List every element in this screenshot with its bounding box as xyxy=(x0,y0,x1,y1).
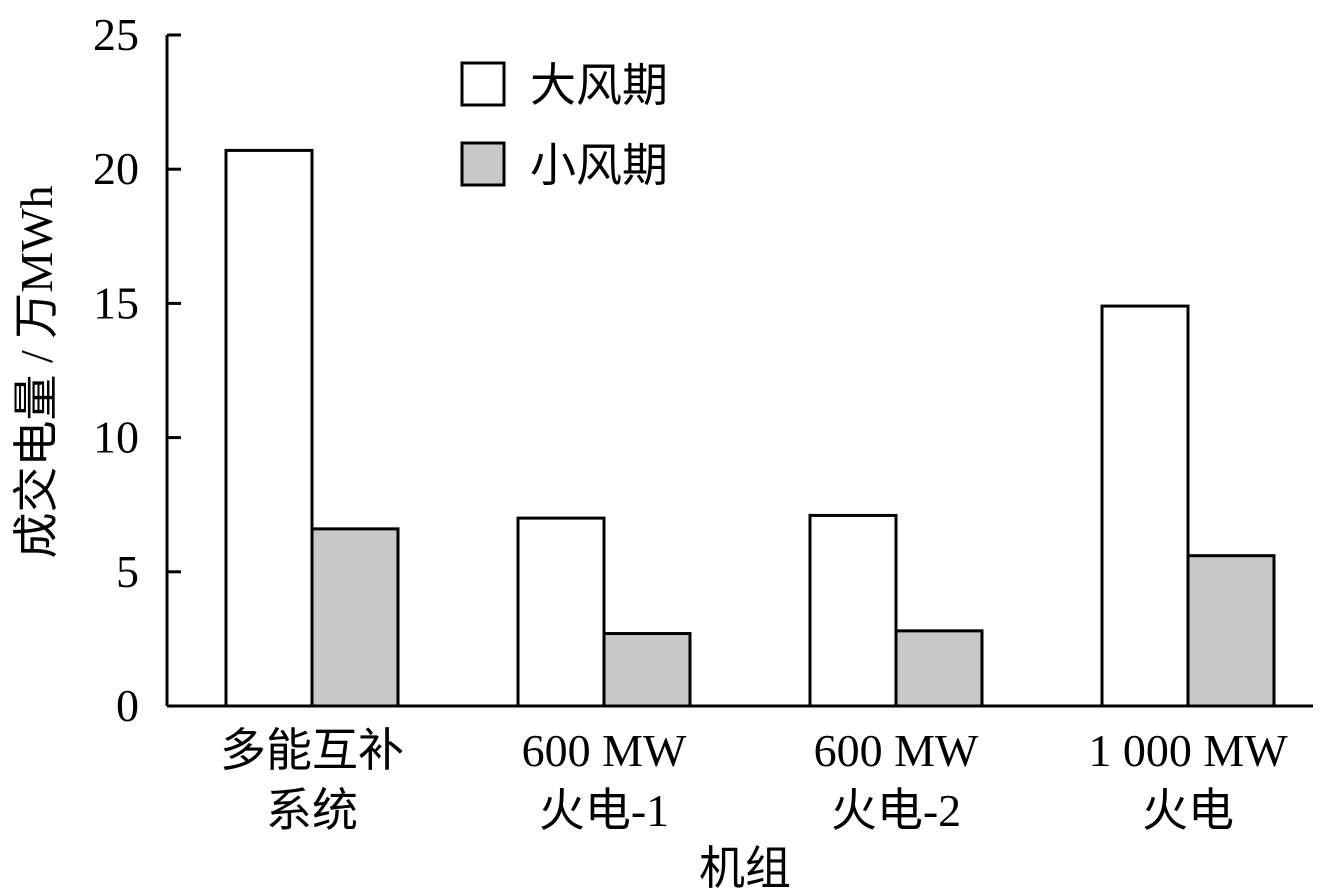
x-category-label: 火电 xyxy=(1142,785,1234,836)
x-axis-label: 机组 xyxy=(699,843,791,893)
y-tick-label: 5 xyxy=(116,546,139,597)
bars-group xyxy=(224,148,1276,708)
bar-series-1 xyxy=(224,148,314,708)
x-category-label: 系统 xyxy=(266,785,358,836)
x-category-label: 600 MW xyxy=(814,725,979,776)
bar-series-2 xyxy=(1186,554,1276,708)
x-category-label: 多能互补 xyxy=(220,725,404,776)
y-tick-label: 0 xyxy=(116,680,139,731)
y-axis-label: 成交电量 / 万MWh xyxy=(11,185,62,558)
bar-series-1 xyxy=(516,516,606,708)
x-category-label: 600 MW xyxy=(522,725,687,776)
y-tick-label: 15 xyxy=(93,277,139,328)
x-category-label: 火电-2 xyxy=(831,785,961,836)
legend-swatch xyxy=(460,141,506,187)
axes-group xyxy=(165,35,1313,708)
legend-label: 大风期 xyxy=(530,60,668,111)
legend-label: 小风期 xyxy=(530,140,668,191)
x-category-label: 1 000 MW xyxy=(1088,725,1288,776)
bar-series-2 xyxy=(894,629,984,708)
x-category-label: 火电-1 xyxy=(539,785,669,836)
y-tick-label: 25 xyxy=(93,9,139,60)
legend-swatch xyxy=(460,61,506,107)
bar-series-1 xyxy=(808,513,898,708)
bar-series-2 xyxy=(310,527,400,708)
y-ticks-group: 0 5 10 15 20 25 xyxy=(93,9,181,731)
y-tick-label: 20 xyxy=(93,143,139,194)
y-tick-label: 10 xyxy=(93,412,139,463)
bar-series-1 xyxy=(1100,304,1190,708)
bar-series-2 xyxy=(602,632,692,708)
